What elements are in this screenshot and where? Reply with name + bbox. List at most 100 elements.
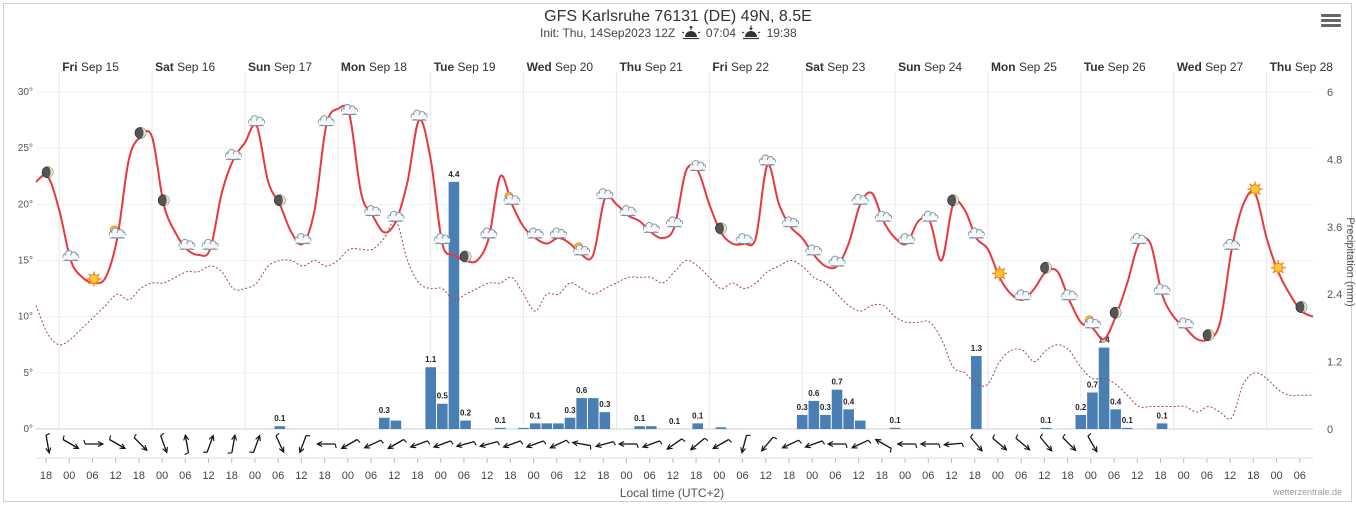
- wind-arrow-icon: [133, 433, 148, 452]
- precip-value-label: 1.3: [971, 344, 983, 353]
- hour-label: 12: [1131, 470, 1143, 482]
- wind-barb: [867, 439, 872, 444]
- hour-label: 12: [388, 470, 400, 482]
- wind-shaft: [1087, 435, 1097, 452]
- sunset-icon: [742, 25, 761, 40]
- x-axis-label: Local time (UTC+2): [620, 486, 724, 500]
- sun-icon: [1270, 260, 1286, 276]
- wind-arrow-icon: [804, 440, 826, 449]
- wind-head: [874, 438, 882, 445]
- wind-shaft: [596, 441, 614, 447]
- wind-arrow-icon: [781, 439, 802, 449]
- wind-arrow-icon: [1015, 434, 1031, 451]
- moon-crescent: [1208, 329, 1214, 341]
- wind-shaft: [365, 439, 382, 448]
- moon-icon: [1295, 301, 1308, 313]
- precip-value-label: 0.7: [1087, 380, 1099, 389]
- day-header: Thu Sep 21: [619, 60, 683, 74]
- cloud-icon: [1223, 238, 1241, 250]
- precip-value-label: 0.1: [890, 416, 902, 425]
- wind-arrow-icon: [202, 434, 215, 454]
- day-date: Sep 25: [1019, 60, 1057, 74]
- day-header: Sat Sep 16: [155, 60, 215, 74]
- wind-shaft: [252, 436, 260, 453]
- hour-label: 12: [574, 470, 586, 482]
- wind-arrow-icon: [409, 440, 431, 449]
- hour-label: 00: [713, 470, 725, 482]
- wind-head: [760, 445, 767, 452]
- wind-head: [315, 441, 323, 447]
- wind-head: [1024, 444, 1031, 451]
- cloud-base: [759, 160, 775, 164]
- cloud-icon: [549, 227, 567, 239]
- precip-bar: [843, 409, 854, 429]
- cloud-base: [202, 244, 218, 249]
- wind-barb: [915, 443, 918, 449]
- precip-value-label: 0.1: [669, 417, 681, 426]
- precip-bar: [796, 414, 808, 429]
- wind-barb: [821, 440, 826, 445]
- hour-label: 00: [342, 470, 354, 482]
- precip-value-label: 1.1: [425, 355, 437, 364]
- sun-icon: [992, 265, 1008, 281]
- wind-arrow-icon: [942, 441, 964, 448]
- temp-tick-label: 10°: [18, 312, 33, 323]
- precip-value-label: 0.1: [692, 411, 704, 420]
- day-header: Sun Sep 24: [898, 60, 962, 74]
- hour-label: 18: [876, 470, 888, 482]
- wind-barb: [83, 439, 86, 445]
- hour-label: 18: [969, 470, 981, 482]
- hamburger-menu-icon[interactable]: [1318, 12, 1344, 32]
- wind-barb: [249, 451, 254, 454]
- precip-bar: [518, 427, 529, 429]
- wind-head: [712, 443, 719, 450]
- wind-barb: [772, 436, 778, 440]
- wind-head: [1070, 444, 1077, 452]
- chart-subtitle: Init: Thu, 14Sep2023 12Z 07:04 19:38: [540, 25, 797, 41]
- wind-barb: [497, 441, 500, 446]
- wind-shaft: [643, 440, 660, 448]
- wind-head: [689, 444, 697, 451]
- precip-bar: [645, 426, 657, 429]
- cloud-base: [1154, 289, 1170, 294]
- wind-shaft: [457, 441, 475, 447]
- precip-tick-label: 3.6: [1327, 222, 1342, 234]
- cloud-icon: [805, 244, 823, 256]
- day-of-week: Wed: [1177, 60, 1205, 74]
- day-headers: Fri Sep 15 Sat Sep 16 Sun Sep 17 Mon Sep 18…: [62, 60, 1333, 74]
- hour-label: 18: [783, 470, 795, 482]
- wind-barb: [334, 443, 337, 449]
- cloud-base: [690, 165, 706, 170]
- wind-shaft: [388, 438, 405, 449]
- cloud-icon: [433, 233, 451, 245]
- hour-label: 18: [411, 470, 423, 482]
- wind-head: [641, 442, 649, 449]
- sunrise-icon: [681, 25, 700, 40]
- day-header: Sat Sep 23: [805, 60, 865, 74]
- hour-label: 18: [1247, 470, 1259, 482]
- wind-arrow-icon: [1087, 432, 1098, 453]
- cloud-icon: [1176, 317, 1194, 329]
- day-header: Sun Sep 17: [248, 60, 312, 74]
- moon-crescent: [1046, 262, 1052, 274]
- cloud-base: [1084, 322, 1100, 327]
- precipitation-axis: 0 1.2 2.4 3.6 4.8 6: [1327, 87, 1342, 436]
- day-of-week: Sat: [805, 60, 827, 74]
- precip-bar: [274, 426, 286, 429]
- wind-barb: [704, 437, 709, 442]
- wind-head: [850, 443, 858, 449]
- t850-line: [35, 220, 1313, 420]
- hour-label: 18: [504, 470, 516, 482]
- precip-value-label: 0.3: [797, 403, 809, 412]
- day-date: Sep 23: [827, 60, 865, 74]
- wind-shaft: [852, 439, 869, 448]
- hour-label: 00: [435, 470, 447, 482]
- wind-shaft: [691, 437, 706, 450]
- cloud-base: [434, 238, 450, 243]
- wind-shaft: [1015, 437, 1030, 450]
- wind-shaft: [299, 435, 307, 452]
- wind-barb: [1039, 433, 1044, 438]
- wind-arrow-icon: [571, 440, 592, 450]
- chart-frame: [3, 3, 1352, 502]
- hour-label: 18: [40, 470, 52, 482]
